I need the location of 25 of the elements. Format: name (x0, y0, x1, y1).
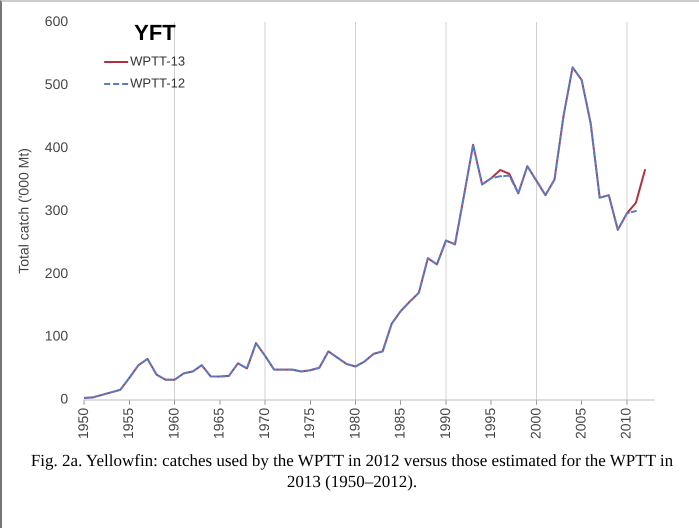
legend-label: WPTT-13 (130, 54, 186, 69)
x-tick-label: 1985 (392, 408, 408, 440)
x-tick-label: 2000 (527, 408, 544, 440)
y-tick-label: 200 (44, 264, 68, 281)
x-tick-label: 2005 (572, 408, 588, 440)
y-tick-label: 100 (44, 328, 68, 344)
y-axis-title: Total catch ('000 Mt) (15, 148, 32, 274)
x-tick-label: 1975 (301, 408, 318, 440)
x-tick-label: 1990 (436, 408, 453, 440)
x-tick-label: 1960 (165, 408, 182, 440)
x-tick-label: 2010 (618, 408, 634, 440)
y-tick-label: 400 (44, 138, 68, 155)
y-tick-label: 0 (60, 390, 68, 407)
x-tick-label: 1995 (482, 408, 498, 440)
caption: Fig. 2a. Yellowfin: catches used by the WPTT in 2012 versus those estimated for the WPTT in 2013 (1950–2012). (30, 450, 674, 492)
x-tick-label: 1965 (210, 408, 227, 440)
x-tick-label: 1955 (120, 408, 136, 440)
x-tick-label: 1980 (346, 408, 362, 440)
x-tick-label: 1950 (75, 408, 92, 440)
x-tick-label: 1970 (256, 408, 272, 440)
y-tick-label: 300 (44, 202, 68, 218)
legend-label: WPTT-12 (130, 76, 186, 91)
y-tick-label: 600 (44, 12, 68, 29)
legend-title: YFT (134, 20, 176, 46)
y-tick-label: 500 (44, 76, 68, 92)
